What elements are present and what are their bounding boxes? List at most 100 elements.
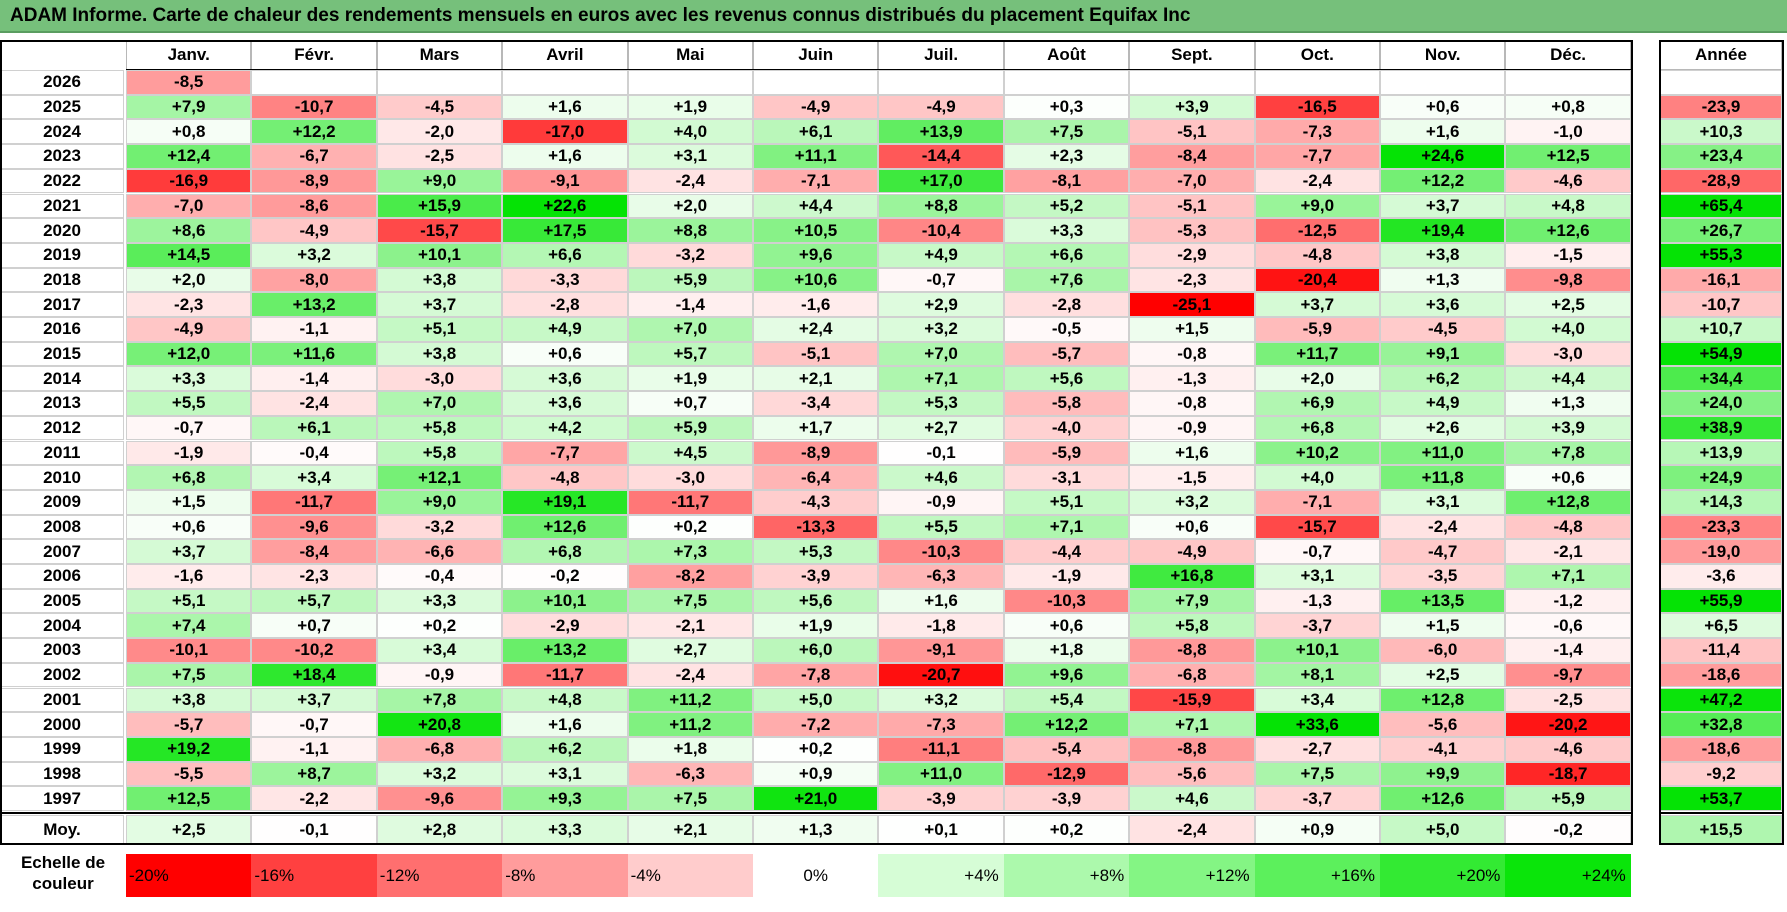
heatmap-cell: -0,1 <box>878 440 1004 466</box>
heatmap-cell: +33,6 <box>1254 712 1380 737</box>
heatmap-cell: -2,3 <box>1129 267 1255 293</box>
heatmap-cell: +12,1 <box>376 465 503 490</box>
heatmap-cell: +9,9 <box>1380 761 1506 787</box>
heatmap-cell: -17,0 <box>502 119 628 145</box>
average-cell: -2,4 <box>1129 815 1255 845</box>
heatmap-cell: +4,9 <box>502 317 628 342</box>
heatmap-cell: -9,6 <box>376 786 503 811</box>
heatmap-cell: -4,6 <box>1505 736 1631 762</box>
average-cell: -0,1 <box>251 815 377 845</box>
heatmap-cell: -4,6 <box>1505 168 1631 194</box>
heatmap-cell: +3,4 <box>251 465 377 490</box>
heatmap-cell: +7,8 <box>376 687 503 713</box>
heatmap-cell: +16,8 <box>1129 564 1255 589</box>
heatmap-cell: +1,5 <box>126 489 252 515</box>
heatmap-cell: +6,6 <box>502 242 628 268</box>
heatmap-cell: +3,8 <box>1380 242 1506 268</box>
heatmap-cell: +4,0 <box>627 119 753 145</box>
heatmap-cell: -3,7 <box>1254 786 1380 811</box>
heatmap-cell: +3,3 <box>126 366 252 392</box>
heatmap-cell: -8,5 <box>126 70 252 95</box>
column-header: Nov. <box>1380 40 1506 70</box>
heatmap-cell: -10,3 <box>878 539 1004 564</box>
heatmap-cell: +4,6 <box>1129 786 1255 811</box>
heatmap-cell: +1,8 <box>627 736 753 762</box>
annual-cell: +14,3 <box>1660 489 1782 515</box>
heatmap-cell: -3,9 <box>878 786 1004 811</box>
heatmap-cell: -2,4 <box>1380 514 1506 540</box>
heatmap-cell: -2,8 <box>502 292 628 317</box>
heatmap-cell: -1,8 <box>878 613 1004 639</box>
heatmap-cell: -1,4 <box>627 292 753 317</box>
column-header: Déc. <box>1505 40 1631 70</box>
heatmap-cell: -10,1 <box>126 638 252 663</box>
year-label: 2000 <box>0 712 124 737</box>
heatmap-cell: +3,2 <box>251 242 377 268</box>
annual-cell: +38,9 <box>1660 415 1782 441</box>
heatmap-cell: -4,8 <box>1505 514 1631 540</box>
annual-cell: +55,3 <box>1660 242 1782 268</box>
heatmap-cell: +1,6 <box>502 712 628 737</box>
heatmap-cell: +3,7 <box>126 539 252 564</box>
heatmap-cell: +10,6 <box>753 267 879 293</box>
heatmap-cell: +10,2 <box>1254 440 1380 466</box>
heatmap-cell: -9,8 <box>1505 267 1631 293</box>
color-scale-label: Echelle de couleur <box>20 853 106 893</box>
heatmap-cell: +0,8 <box>126 119 252 145</box>
heatmap-cell: -16,9 <box>126 168 252 194</box>
heatmap-cell: -3,9 <box>753 564 879 589</box>
heatmap-cell: +9,1 <box>1380 341 1506 367</box>
heatmap-cell: -2,5 <box>1505 687 1631 713</box>
heatmap-cell: +3,7 <box>376 292 503 317</box>
heatmap-cell: +13,2 <box>502 638 628 663</box>
heatmap-cell: -7,7 <box>502 440 628 466</box>
heatmap-cell: -7,1 <box>1254 489 1380 515</box>
annual-cell: +6,5 <box>1660 613 1782 639</box>
color-scale-swatch: +16% <box>1254 854 1380 897</box>
heatmap-cell: +5,9 <box>627 267 753 293</box>
heatmap-cell: -0,7 <box>251 712 377 737</box>
heatmap-cell: -5,6 <box>1129 761 1255 787</box>
heatmap-cell: +6,1 <box>753 119 879 145</box>
heatmap-cell: +5,8 <box>1129 613 1255 639</box>
heatmap-cell: -20,7 <box>878 662 1004 688</box>
heatmap-cell: +11,0 <box>1380 440 1506 466</box>
heatmap-cell: -4,9 <box>251 218 377 243</box>
heatmap-cell: -3,5 <box>1380 564 1506 589</box>
heatmap-cell: -15,9 <box>1129 687 1255 713</box>
annual-cell: +23,4 <box>1660 144 1782 169</box>
heatmap-cell: +5,1 <box>126 588 252 614</box>
heatmap-cell: +4,8 <box>502 687 628 713</box>
heatmap-cell: -5,8 <box>1003 391 1130 416</box>
average-cell: +5,0 <box>1380 815 1506 845</box>
color-scale-swatch: -12% <box>376 854 503 897</box>
heatmap-cell: -4,9 <box>1129 539 1255 564</box>
heatmap-cell: -6,0 <box>1380 638 1506 663</box>
average-annual-cell: +15,5 <box>1660 815 1782 845</box>
heatmap-cell: +10,1 <box>502 588 628 614</box>
heatmap-cell: +3,9 <box>1505 415 1631 441</box>
heatmap-cell: +10,1 <box>1254 638 1380 663</box>
heatmap-cell: -5,4 <box>1003 736 1130 762</box>
heatmap-cell: +7,4 <box>126 613 252 639</box>
heatmap-cell: -1,1 <box>251 736 377 762</box>
heatmap-cell: -4,9 <box>753 94 879 120</box>
heatmap-cell: +11,8 <box>1380 465 1506 490</box>
heatmap-cell: -6,3 <box>878 564 1004 589</box>
heatmap-cell: +12,0 <box>126 341 252 367</box>
heatmap-cell: -11,7 <box>502 662 628 688</box>
heatmap-cell: +9,6 <box>753 242 879 268</box>
color-scale-swatch: -20% <box>126 854 252 897</box>
heatmap-cell: +7,0 <box>627 317 753 342</box>
heatmap-cell: +7,6 <box>1003 267 1130 293</box>
heatmap-cell: +7,3 <box>627 539 753 564</box>
heatmap-cell: -4,0 <box>1003 415 1130 441</box>
color-scale-swatch: -16% <box>251 854 377 897</box>
heatmap-cell: -1,4 <box>251 366 377 392</box>
heatmap-cell: +12,5 <box>126 786 252 811</box>
annual-cell: +65,4 <box>1660 193 1782 219</box>
year-label: 2025 <box>0 94 124 120</box>
heatmap-cell: +3,7 <box>251 687 377 713</box>
year-label: 1997 <box>0 786 124 811</box>
